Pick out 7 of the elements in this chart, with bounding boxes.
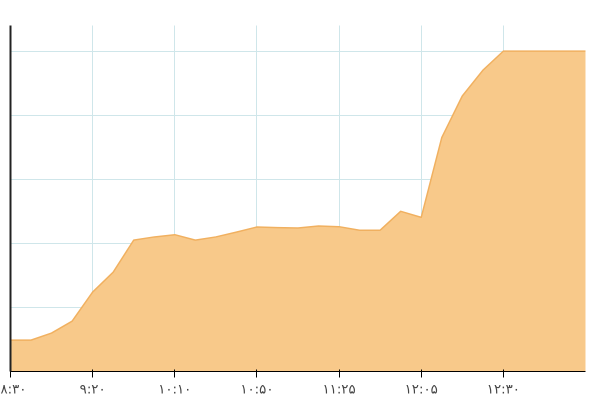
x-tick-label: ۱۲:۰۵ — [404, 382, 438, 398]
x-tick-label: ۹:۲۰ — [80, 382, 106, 398]
x-tick-label: ۱۲:۳۰ — [486, 382, 520, 398]
x-tick-label: ۱۱:۲۵ — [322, 382, 356, 398]
x-tick-label: ۱۰:۱۰ — [158, 382, 192, 398]
x-tick-label: ۸:۳۰ — [0, 382, 26, 398]
x-tick-label: ۱۰:۵۰ — [240, 382, 274, 398]
